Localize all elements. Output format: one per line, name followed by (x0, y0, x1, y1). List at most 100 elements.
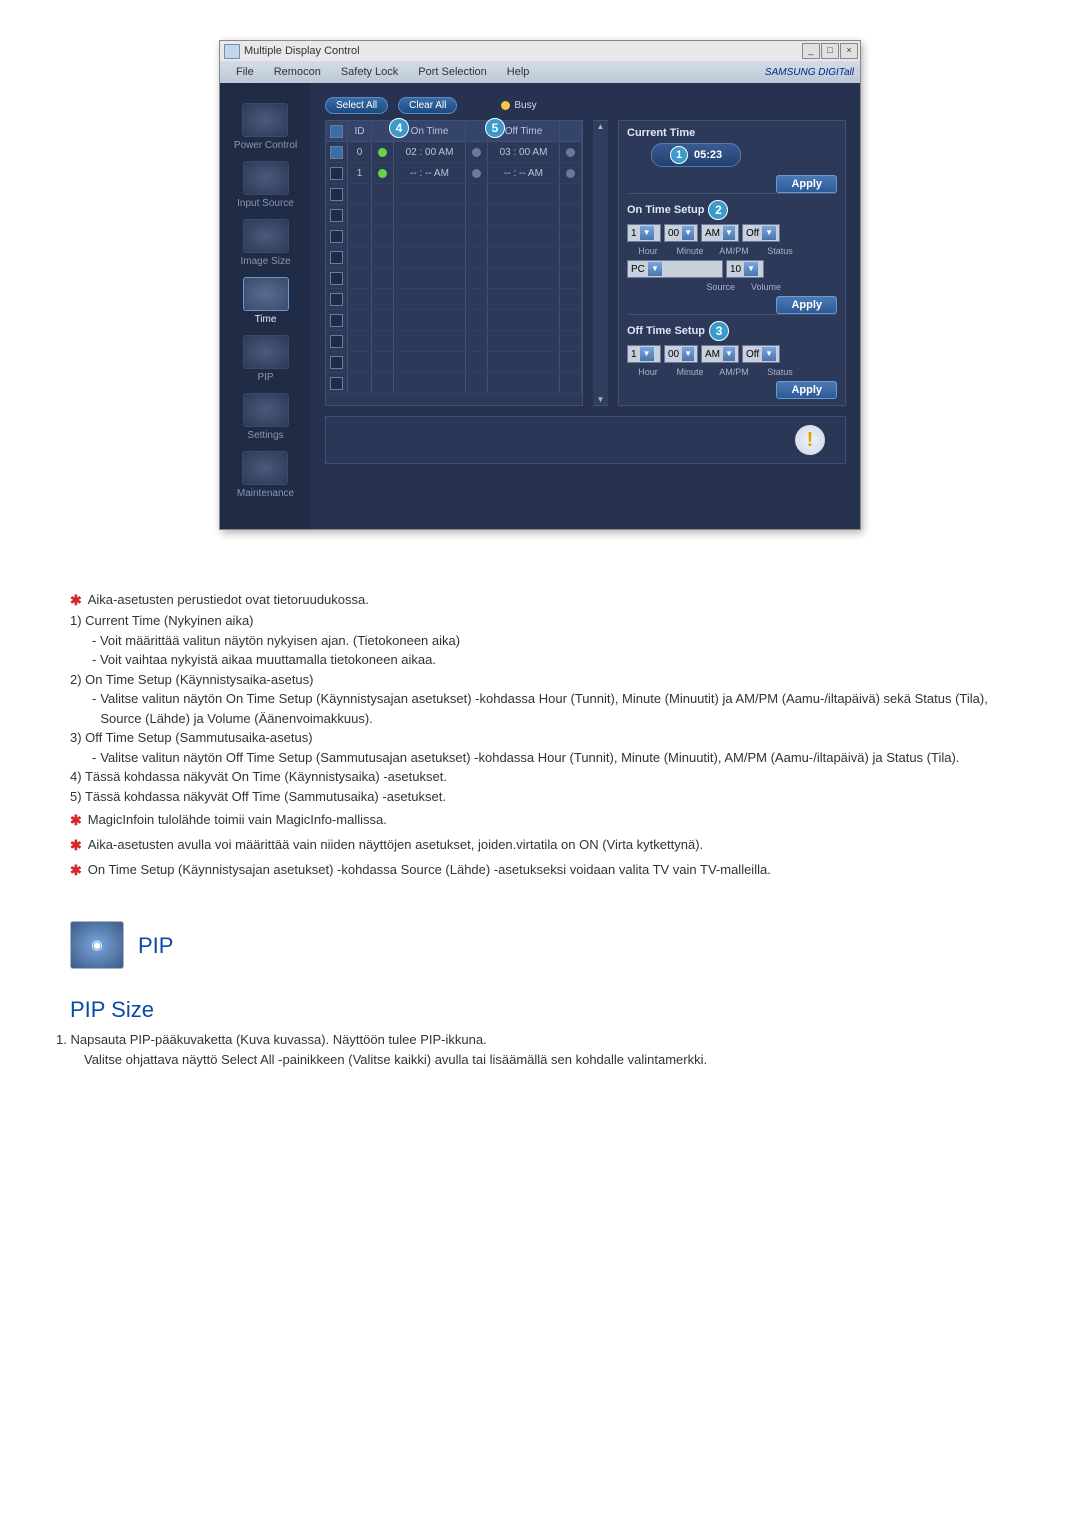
busy-label: Busy (514, 100, 536, 111)
ampm-select[interactable]: AM▼ (701, 224, 739, 242)
row-checkbox[interactable] (330, 335, 343, 348)
sidebar-item-settings[interactable]: Settings (243, 393, 289, 441)
main-area: Select All Clear All Busy 4 5 (311, 83, 860, 529)
text: Off Time Setup (Sammutusaika-asetus) (85, 730, 312, 745)
ampm-select[interactable]: AM▼ (701, 345, 739, 363)
status-select[interactable]: Off▼ (742, 345, 780, 363)
text: Aika-asetusten perustiedot ovat tietoruu… (88, 590, 369, 611)
maintenance-icon (242, 451, 288, 485)
select-all-button[interactable]: Select All (325, 97, 388, 114)
row-checkbox[interactable] (330, 272, 343, 285)
star-icon: ✱ (70, 835, 82, 856)
sidebar-label: Settings (247, 430, 283, 441)
apply-button[interactable]: Apply (776, 296, 837, 314)
table-row-empty (326, 310, 582, 331)
menu-file[interactable]: File (226, 63, 264, 81)
sidebar-label: PIP (257, 372, 273, 383)
text: MagicInfoin tulolähde toimii vain MagicI… (88, 810, 387, 831)
sidebar-item-time[interactable]: Time (243, 277, 289, 325)
row-checkbox[interactable] (330, 188, 343, 201)
apply-button[interactable]: Apply (776, 175, 837, 193)
label-source: Source (627, 282, 743, 292)
chevron-down-icon: ▼ (640, 226, 654, 240)
volume-select[interactable]: 10▼ (726, 260, 764, 278)
scrollbar[interactable]: ▲ ▼ (593, 120, 608, 406)
callout-4: 4 (389, 118, 409, 138)
table-row-empty (326, 373, 582, 394)
pip-icon (243, 335, 289, 369)
table-row-empty (326, 205, 582, 226)
window-title: Multiple Display Control (244, 45, 360, 57)
brand-logo: SAMSUNG DIGITall (765, 67, 854, 78)
status-led-icon (378, 148, 387, 157)
settings-icon (243, 393, 289, 427)
status-select[interactable]: Off▼ (742, 224, 780, 242)
hour-select[interactable]: 1▼ (627, 345, 661, 363)
sidebar-item-input[interactable]: Input Source (237, 161, 294, 209)
menu-help[interactable]: Help (497, 63, 540, 81)
label-minute: Minute (669, 367, 711, 377)
row-checkbox[interactable] (330, 167, 343, 180)
col-id[interactable]: ID (348, 121, 372, 141)
apply-button[interactable]: Apply (776, 381, 837, 399)
label-hour: Hour (627, 246, 669, 256)
callout-3: 3 (709, 321, 729, 341)
clear-all-button[interactable]: Clear All (398, 97, 457, 114)
sidebar-item-image[interactable]: Image Size (240, 219, 290, 267)
label-volume: Volume (743, 282, 789, 292)
minute-select[interactable]: 00▼ (664, 345, 698, 363)
scroll-up-icon[interactable]: ▲ (593, 121, 608, 132)
sidebar-label: Power Control (234, 140, 297, 151)
table-row-empty (326, 247, 582, 268)
menubar: File Remocon Safety Lock Port Selection … (220, 61, 860, 83)
text: Valitse ohjattava näyttö Select All -pai… (84, 1050, 1010, 1070)
app-icon (224, 44, 240, 59)
grid-header: ID On Time Off Time (326, 121, 582, 142)
row-checkbox[interactable] (330, 356, 343, 369)
label-status: Status (757, 246, 803, 256)
scroll-down-icon[interactable]: ▼ (593, 394, 608, 405)
warning-icon: ! (795, 425, 825, 455)
minute-select[interactable]: 00▼ (664, 224, 698, 242)
hour-select[interactable]: 1▼ (627, 224, 661, 242)
table-row-empty (326, 184, 582, 205)
row-checkbox[interactable] (330, 314, 343, 327)
sidebar-label: Maintenance (237, 488, 294, 499)
row-checkbox[interactable] (330, 209, 343, 222)
menu-remocon[interactable]: Remocon (264, 63, 331, 81)
table-row[interactable]: 1 -- : -- AM -- : -- AM (326, 163, 582, 184)
header-checkbox[interactable] (330, 125, 343, 138)
chevron-down-icon: ▼ (648, 262, 662, 276)
cell-ontime: -- : -- AM (394, 163, 466, 183)
sidebar-item-pip[interactable]: PIP (243, 335, 289, 383)
text: Valitse valitun näytön Off Time Setup (S… (100, 748, 959, 768)
menu-safety-lock[interactable]: Safety Lock (331, 63, 408, 81)
chevron-down-icon: ▼ (762, 347, 776, 361)
sidebar-item-power[interactable]: Power Control (234, 103, 297, 151)
minimize-button[interactable]: _ (802, 43, 820, 59)
row-checkbox[interactable] (330, 230, 343, 243)
text: Voit määrittää valitun näytön nykyisen a… (92, 631, 1010, 651)
current-time-title: Current Time (627, 127, 695, 139)
row-checkbox[interactable] (330, 251, 343, 264)
table-row-empty (326, 289, 582, 310)
table-row-empty (326, 226, 582, 247)
sidebar-item-maintenance[interactable]: Maintenance (237, 451, 294, 499)
row-checkbox[interactable] (330, 146, 343, 159)
pip-section-icon: ◉ (70, 921, 124, 969)
menu-port-selection[interactable]: Port Selection (408, 63, 496, 81)
callout-1: 1 (670, 146, 688, 164)
row-checkbox[interactable] (330, 293, 343, 306)
label-status: Status (757, 367, 803, 377)
subsection-heading: PIP Size (70, 993, 1010, 1026)
section-heading: PIP (138, 929, 173, 962)
table-row[interactable]: 0 02 : 00 AM 03 : 00 AM (326, 142, 582, 163)
source-select[interactable]: PC▼ (627, 260, 723, 278)
busy-indicator: Busy (501, 100, 536, 111)
current-time-value: 05:23 (694, 149, 722, 161)
close-button[interactable]: × (840, 43, 858, 59)
row-checkbox[interactable] (330, 377, 343, 390)
label-minute: Minute (669, 246, 711, 256)
mdc-window: Multiple Display Control _ □ × File Remo… (219, 40, 861, 530)
maximize-button[interactable]: □ (821, 43, 839, 59)
